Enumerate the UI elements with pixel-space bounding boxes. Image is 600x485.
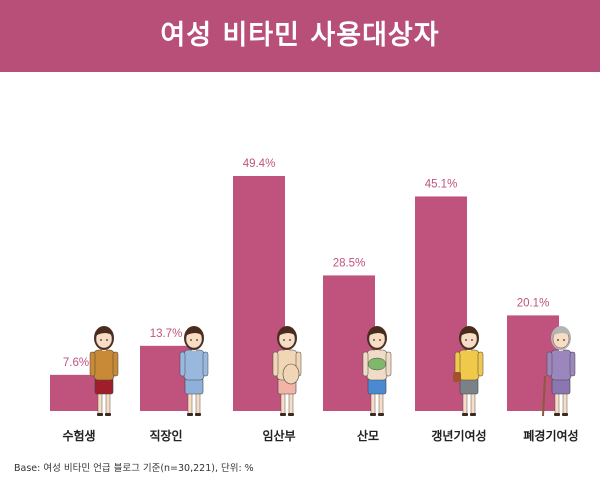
bar-4 (323, 275, 375, 411)
category-label-2: 직장인 (149, 428, 182, 443)
category-label-6: 폐경기여성 (523, 428, 578, 443)
value-label-5: 45.1% (425, 178, 458, 190)
chart-title: 여성 비타민 사용대상자 (160, 20, 440, 51)
value-label-1: 7.6% (63, 357, 89, 369)
woman-illustration-6 (546, 326, 576, 416)
woman-illustration-1 (89, 326, 119, 416)
walking-cane-detail (542, 375, 546, 417)
bar-1 (50, 374, 102, 411)
figures-layer (89, 326, 576, 417)
category-label-5: 갱년기여성 (431, 428, 486, 443)
value-label-6: 20.1% (517, 297, 550, 309)
woman-illustration-5 (454, 326, 484, 416)
woman-illustration-3 (272, 326, 302, 416)
value-label-2: 13.7% (150, 328, 183, 340)
bar-chart: 7.6% 수험생 13.7% 직장인 49.4% 임산부 28.5% 산모 45.1% 갱년기여성… (50, 158, 579, 443)
footnote: Base: 여성 비타민 언급 블로그 기준(n=30,221), 단위: % (14, 463, 254, 474)
category-label-4: 산모 (357, 428, 379, 443)
pregnant-belly-detail (282, 363, 300, 385)
woman-illustration-4 (362, 326, 392, 416)
category-label-3: 임산부 (262, 428, 295, 443)
value-label-4: 28.5% (333, 257, 366, 269)
bars-layer (50, 176, 559, 411)
category-label-1: 수험생 (62, 428, 95, 443)
title-banner (0, 0, 600, 72)
baby-bundle-detail (367, 357, 387, 371)
handbag-detail (453, 372, 461, 382)
labels-layer: 7.6% 수험생 13.7% 직장인 49.4% 임산부 28.5% 산모 45.1% 갱년기여성… (62, 158, 578, 443)
value-label-3: 49.4% (243, 158, 276, 170)
woman-illustration-2 (179, 326, 209, 416)
